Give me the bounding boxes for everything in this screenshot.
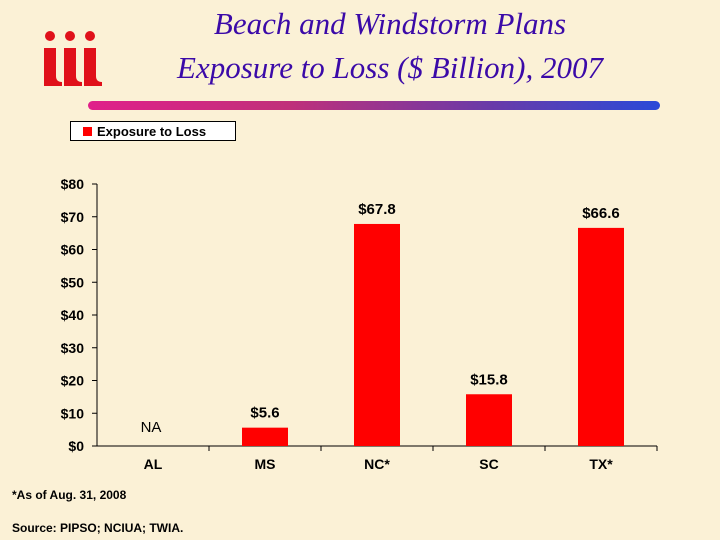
footnote-source: Source: PIPSO; NCIUA; TWIA. [12, 521, 184, 535]
y-tick-label: $30 [61, 340, 85, 356]
y-tick-label: $40 [61, 307, 85, 323]
iii-logo [36, 26, 106, 90]
y-tick-label: $80 [61, 176, 85, 192]
y-tick-label: $70 [61, 209, 85, 225]
chart-title-line2: Exposure to Loss ($ Billion), 2007 [177, 50, 603, 85]
bar [578, 227, 624, 446]
legend-swatch [83, 126, 92, 136]
y-tick-label: $0 [68, 438, 84, 454]
y-tick-label: $60 [61, 242, 85, 258]
x-tick-label: SC [479, 456, 498, 472]
legend-label: Exposure to Loss [97, 123, 207, 139]
x-tick-label: TX* [589, 456, 613, 472]
x-tick-label: AL [144, 456, 163, 472]
data-label: $66.6 [582, 205, 620, 222]
legend: Exposure to Loss [70, 121, 236, 141]
data-label: NA [141, 419, 162, 436]
x-tick-label: NC* [364, 456, 390, 472]
y-tick-label: $50 [61, 274, 85, 290]
title-divider [88, 101, 660, 110]
y-tick-label: $10 [61, 405, 85, 421]
y-tick-label: $20 [61, 373, 85, 389]
data-label: $15.8 [470, 371, 508, 388]
chart-title-line1: Beach and Windstorm Plans [213, 6, 567, 41]
bar [242, 427, 288, 446]
data-label: $67.8 [358, 201, 396, 218]
footnote-asof: *As of Aug. 31, 2008 [12, 488, 127, 502]
bar [466, 394, 512, 446]
bar [354, 223, 400, 446]
data-label: $5.6 [250, 405, 279, 422]
x-tick-label: MS [255, 456, 276, 472]
